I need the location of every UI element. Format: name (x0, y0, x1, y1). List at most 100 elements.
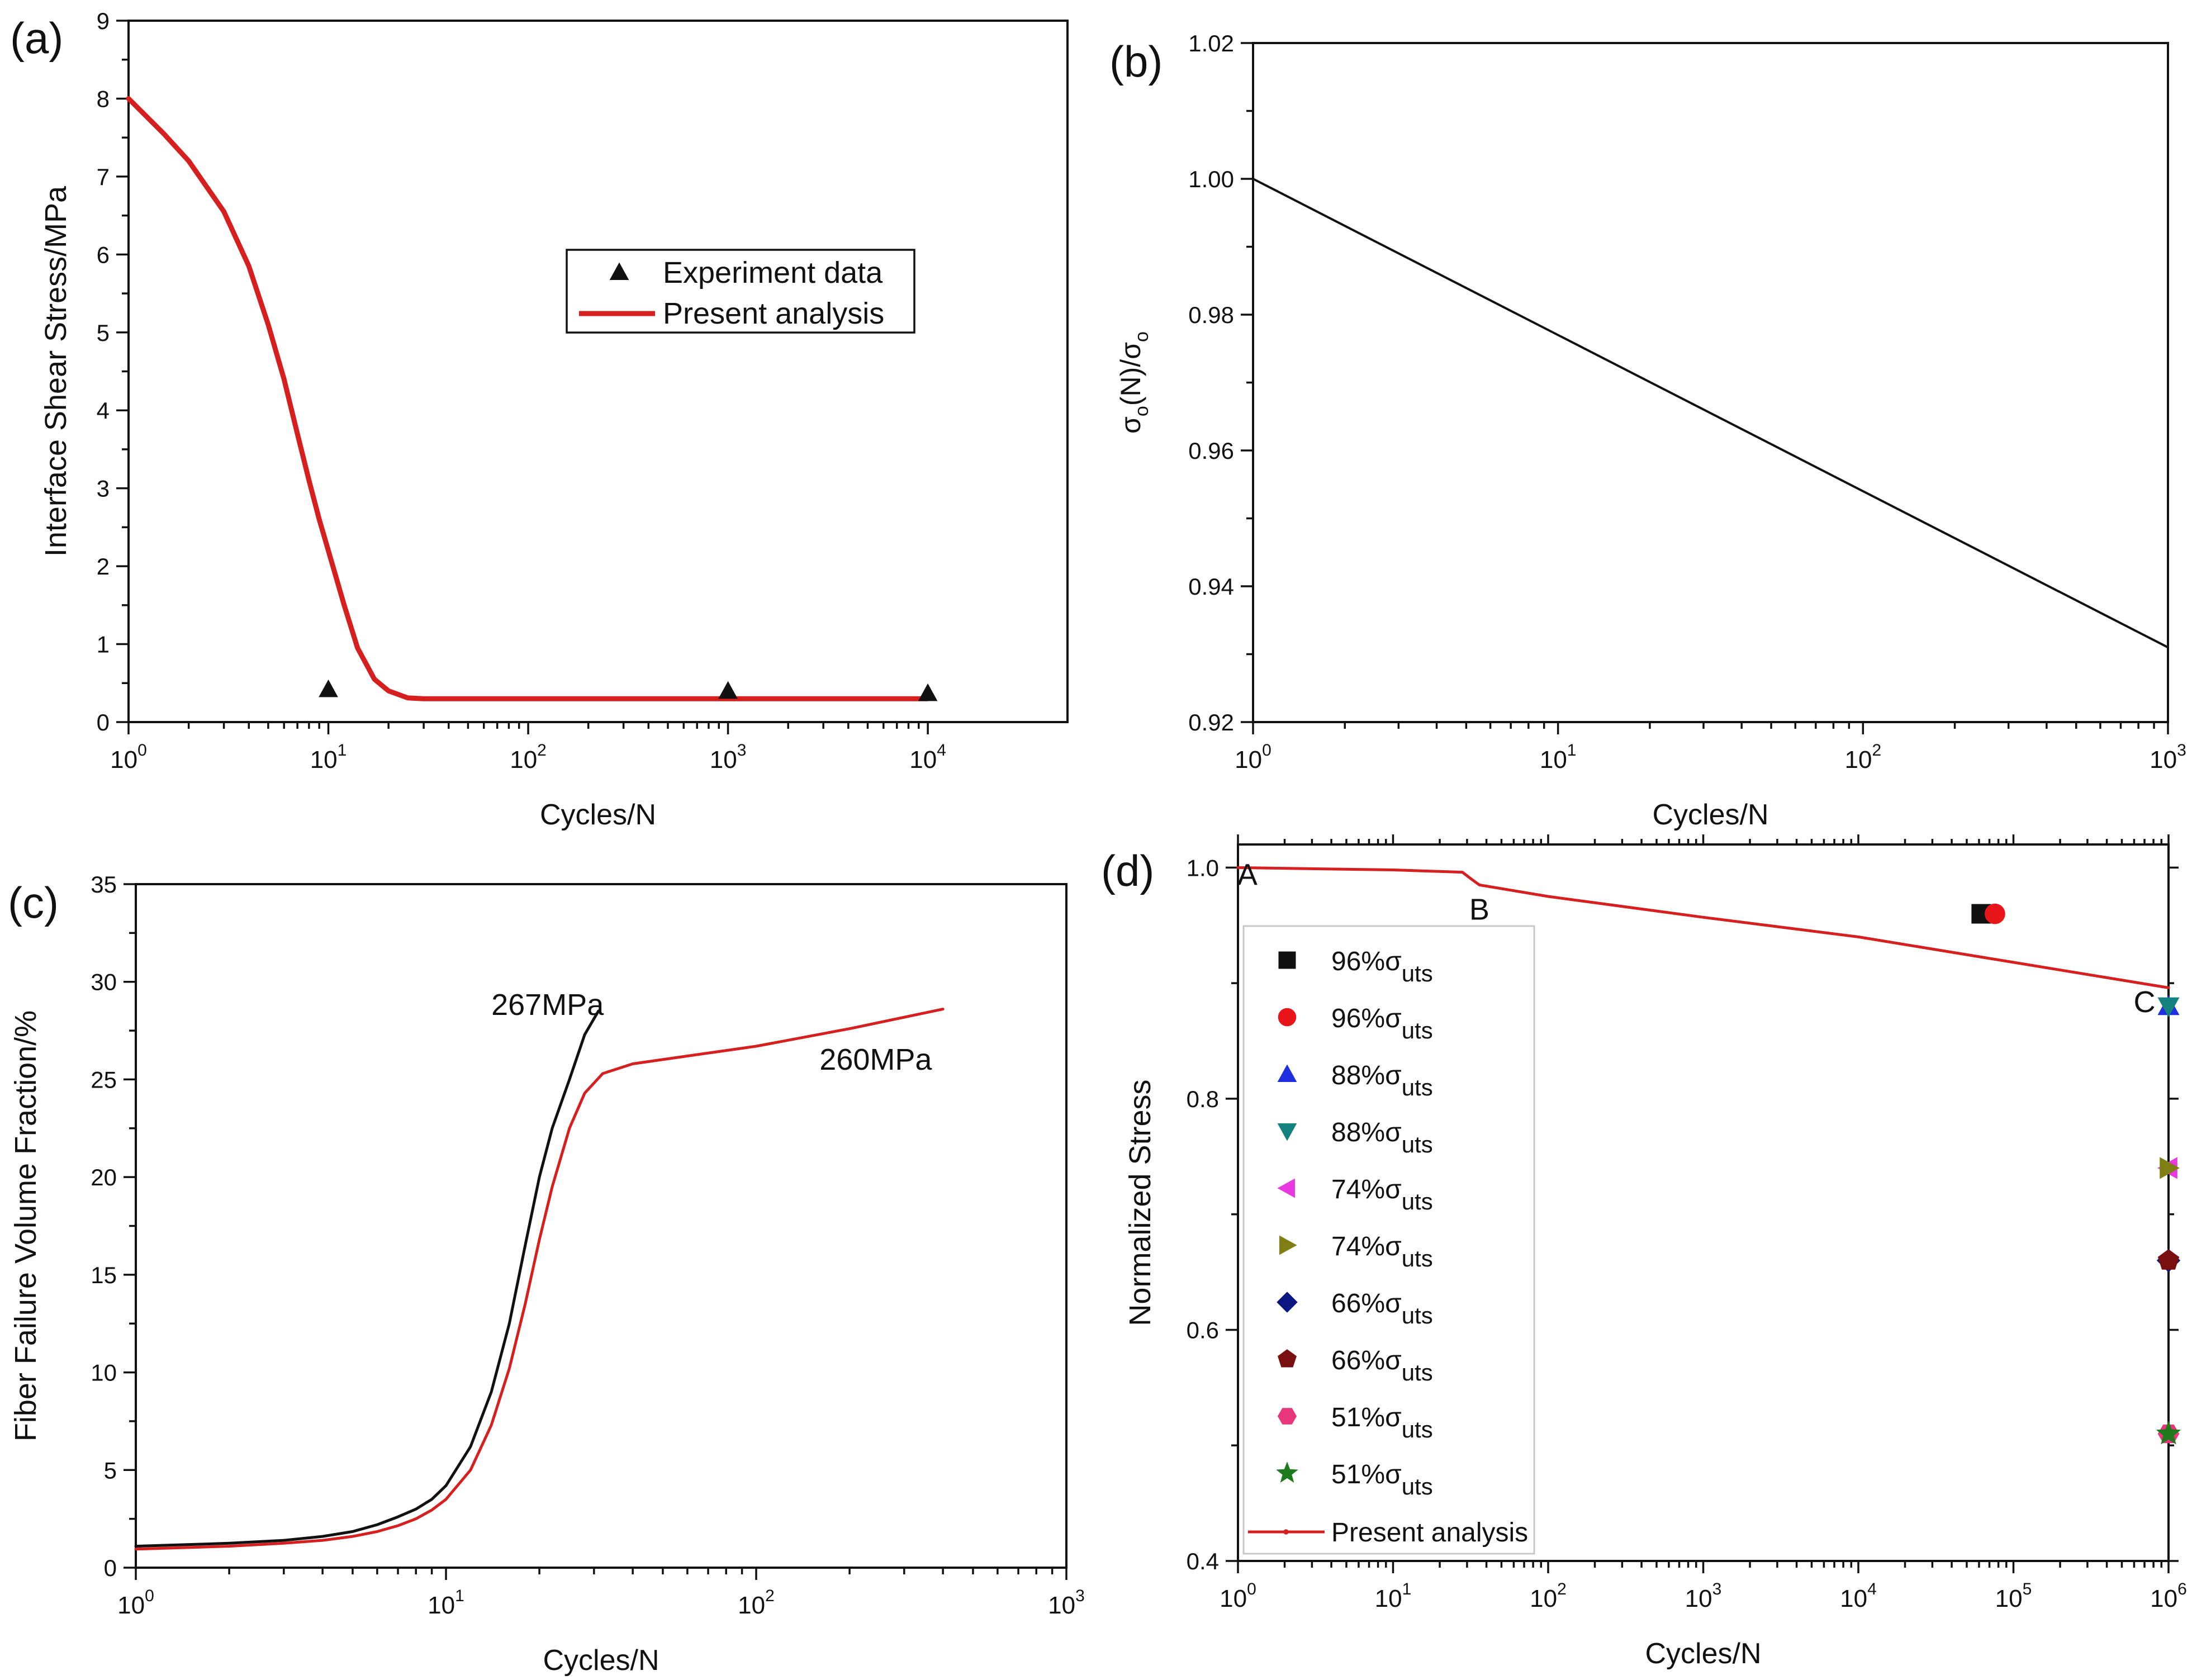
x-tick-label: 101 (1375, 1580, 1412, 1612)
x-tick-label: 100 (1235, 741, 1271, 773)
legend-label-subscript: uts (1402, 1131, 1433, 1157)
x-axis-label: Cycles/N (540, 799, 656, 831)
legend-label-subscript: uts (1402, 1473, 1433, 1499)
panel-b: 100 101 102 1030.920.940.960.981.001.02Cycl… (1109, 30, 2186, 831)
legend-label-percent: 66% (1331, 1289, 1385, 1318)
x-tick-exponent: 3 (1075, 1587, 1085, 1605)
x-tick-exponent: 4 (1867, 1580, 1877, 1598)
y-tick-label: 1.02 (1188, 30, 1234, 56)
y-tick-label: 0.96 (1188, 438, 1234, 464)
legend-label-sigma: σ (1385, 1403, 1402, 1432)
legend-label-sigma: σ (1385, 1346, 1402, 1375)
x-tick-label: 101 (1540, 741, 1577, 773)
legend-marker-star (1276, 1461, 1298, 1483)
x-tick-label: 104 (909, 741, 946, 773)
y-tick-label: 3 (97, 476, 110, 502)
legend-marker-pentagon (1278, 1349, 1297, 1368)
legend-label-percent: 88% (1331, 1118, 1385, 1147)
y-axis-label-sigma2: σ (1115, 342, 1146, 359)
x-tick-label: 102 (738, 1587, 775, 1619)
data-point-circle (1985, 903, 2005, 924)
y-tick-label: 25 (91, 1066, 117, 1093)
legend-label-sigma: σ (1385, 1004, 1402, 1033)
legend-label-subscript: uts (1402, 1359, 1433, 1385)
series-line-normalized-strength (1252, 178, 2169, 649)
x-tick-label: 102 (1530, 1580, 1567, 1612)
y-tick-label: 0.8 (1187, 1086, 1219, 1112)
point-annotation: C (2134, 985, 2156, 1019)
legend-label-subscript: uts (1402, 960, 1433, 986)
series-line-present-analysis (126, 96, 931, 701)
legend-label-sigma: σ (1385, 947, 1402, 976)
legend-label-subscript: uts (1402, 1074, 1433, 1100)
legend-label-percent: 74% (1331, 1175, 1385, 1204)
legend-label: 96%σuts (1331, 1004, 1433, 1043)
legend-label-present-analysis: Present analysis (663, 297, 884, 330)
y-tick-label: 6 (97, 241, 110, 268)
y-axis-label-sigma: σ (1115, 416, 1146, 434)
x-tick-label: 103 (1048, 1587, 1085, 1619)
y-tick-label: 2 (97, 553, 110, 580)
y-tick-label: 0.6 (1187, 1317, 1219, 1343)
y-axis-label-sub: o (1131, 406, 1152, 416)
legend: 96%σuts96%σuts88%σuts88%σuts74%σuts74%σu… (1242, 925, 1535, 1555)
experiment-data-point (319, 679, 338, 697)
x-tick-label: 102 (510, 741, 547, 773)
y-tick-label: 30 (91, 969, 117, 995)
x-tick-exponent: 2 (765, 1587, 775, 1605)
legend-label-subscript: uts (1402, 1017, 1433, 1043)
experiment-data-point (918, 683, 938, 701)
y-tick-label: 0.92 (1188, 709, 1234, 735)
y-tick-label: 0 (97, 709, 110, 735)
x-tick-exponent: 1 (1567, 741, 1577, 760)
legend-label-percent: 96% (1331, 947, 1385, 976)
legend-label: 66%σuts (1331, 1289, 1433, 1328)
x-tick-label: 100 (1220, 1580, 1256, 1612)
series-line-260mpa (134, 1008, 945, 1551)
x-tick-exponent: 1 (1402, 1580, 1412, 1598)
plot-frame (127, 20, 1069, 723)
data-point-triangle-down (2157, 997, 2180, 1018)
legend-label-percent: 88% (1331, 1061, 1385, 1090)
y-tick-label: 10 (91, 1360, 117, 1386)
x-tick-exponent: 0 (137, 741, 147, 760)
legend-label-sigma: σ (1385, 1460, 1402, 1489)
y-axis-label-sub2: o (1131, 331, 1152, 342)
legend: Experiment data Present analysis (566, 249, 915, 334)
legend-label-percent: 51% (1331, 1403, 1385, 1432)
legend-marker-square (1278, 951, 1296, 969)
legend-label-subscript: uts (1402, 1188, 1433, 1214)
y-axis-label: σo(N)/σo (1115, 331, 1152, 434)
legend-marker-triangle-down (1277, 1123, 1297, 1141)
y-tick-label: 0.98 (1188, 302, 1234, 328)
x-axis-label: Cycles/N (1652, 799, 1768, 831)
y-tick-label: 15 (91, 1262, 117, 1288)
series-annotation: 267MPa (491, 988, 604, 1022)
point-annotation: A (1237, 858, 1258, 891)
x-tick-exponent: 2 (537, 741, 547, 760)
y-tick-label: 8 (97, 86, 110, 112)
legend-label-percent: 74% (1331, 1232, 1385, 1261)
legend-label-percent: 66% (1331, 1346, 1385, 1375)
panel-c: 100 101 102 10305101520253035Cycles/N(c)Fib… (8, 871, 1085, 1677)
legend-box (566, 249, 915, 334)
x-tick-label: 101 (428, 1587, 464, 1619)
x-tick-exponent: 0 (1262, 741, 1271, 760)
legend-marker-present-analysis (1283, 1529, 1289, 1535)
y-tick-label: 9 (97, 8, 110, 34)
legend-marker-hexagon (1277, 1408, 1297, 1425)
x-tick-label: 101 (310, 741, 347, 773)
panel-label: (b) (1109, 37, 1163, 86)
legend-label-sigma: σ (1385, 1061, 1402, 1090)
panel-a: 100 101 102 103 1040123456789Cycles/N(a)Inte… (10, 8, 1069, 831)
panel-d: 100 101 102 103 104 105 1060.40.60.81.0Cycles/… (1101, 834, 2187, 1670)
series-line-present-analysis (1236, 866, 2170, 989)
x-tick-exponent: 2 (1872, 741, 1881, 760)
x-tick-exponent: 3 (737, 741, 747, 760)
x-tick-exponent: 6 (2177, 1580, 2187, 1598)
legend-label-sigma: σ (1385, 1289, 1402, 1318)
panel-label: (c) (8, 878, 59, 927)
data-point-triangle-right (2160, 1157, 2180, 1179)
legend-label-percent: 96% (1331, 1004, 1385, 1033)
